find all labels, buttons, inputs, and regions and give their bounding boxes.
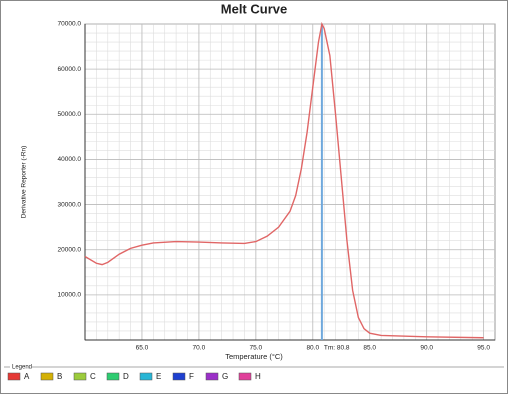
y-tick-label: 60000.0 (58, 66, 82, 73)
y-tick-label: 70000.0 (58, 21, 82, 28)
y-tick-label: 30000.0 (58, 201, 82, 208)
x-tick-label: 65.0 (136, 345, 149, 352)
y-axis-label: Derivative Reporter (-Rn) (21, 146, 28, 219)
legend-label: C (90, 372, 96, 381)
legend-swatch (73, 372, 87, 381)
legend-swatch (139, 372, 153, 381)
tm-label: Tm: 80.8 (324, 345, 350, 352)
legend-label: E (156, 372, 161, 381)
x-tick-label: 85.0 (363, 345, 376, 352)
legend-label: F (189, 372, 194, 381)
x-tick-label: 95.0 (477, 345, 490, 352)
y-tick-label: 50000.0 (58, 111, 82, 118)
legend-label: B (57, 372, 62, 381)
y-tick-label: 20000.0 (58, 246, 82, 253)
legend-swatch (238, 372, 252, 381)
x-tick-label: 90.0 (420, 345, 433, 352)
line-series (84, 21, 484, 339)
legend-swatch (172, 372, 186, 381)
y-tick-label: 10000.0 (58, 292, 82, 299)
legend-title-bg (10, 363, 32, 371)
x-tick-label: 70.0 (193, 345, 206, 352)
legend-swatch (40, 372, 54, 381)
legend-swatch (7, 372, 21, 381)
y-tick-label: 40000.0 (58, 156, 82, 163)
legend-swatch (106, 372, 120, 381)
chart-title: Melt Curve (221, 1, 287, 16)
legend-label: A (24, 372, 30, 381)
legend-label: H (255, 372, 261, 381)
legend-label: D (123, 372, 129, 381)
x-tick-label: 80.0 (306, 345, 319, 352)
legend-swatch (205, 372, 219, 381)
legend-title: Legend (12, 365, 32, 371)
x-tick-label: 75.0 (250, 345, 263, 352)
legend-label: G (222, 372, 228, 381)
x-axis-label: Temperature (°C) (225, 352, 283, 361)
